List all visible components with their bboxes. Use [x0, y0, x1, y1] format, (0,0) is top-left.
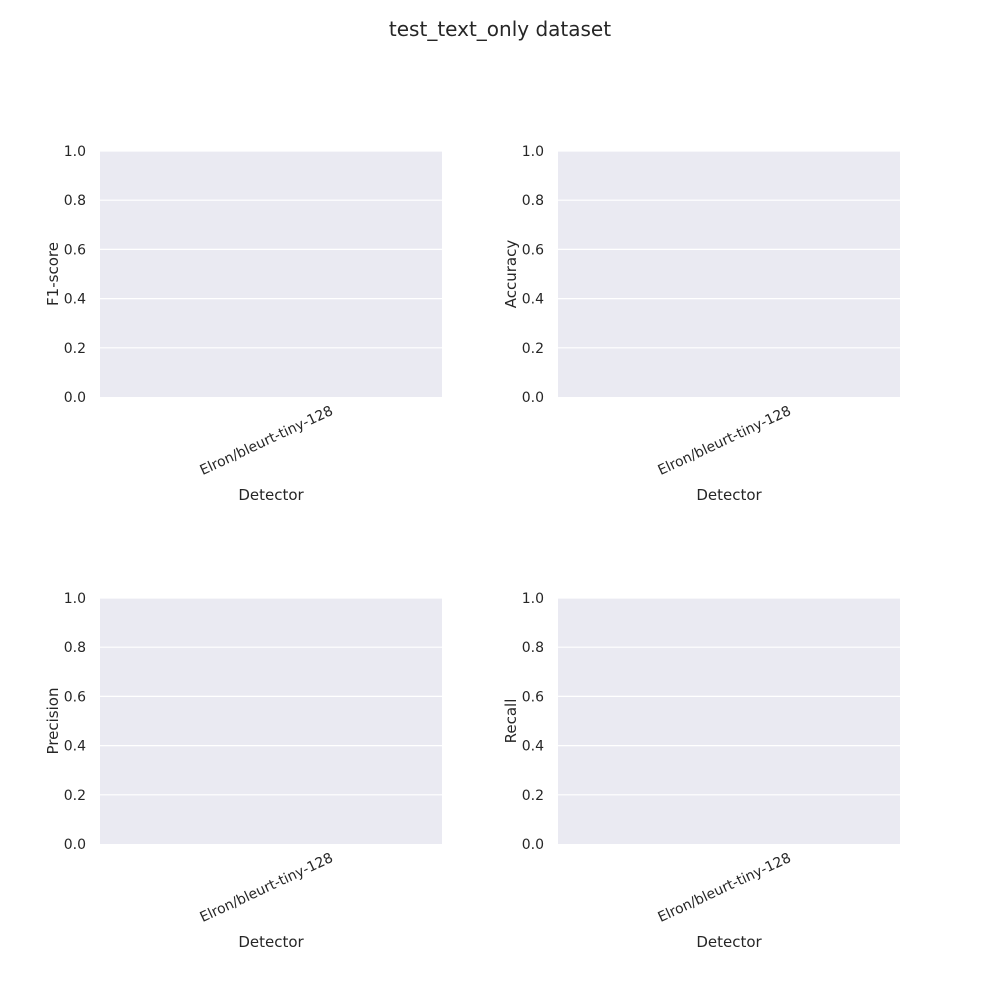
y-tick-label: 0.8	[64, 640, 86, 656]
y-tick-label: 0.2	[64, 341, 86, 357]
y-tick-label: 0.6	[522, 689, 544, 705]
y-tick-label: 0.2	[522, 788, 544, 804]
plot-area	[100, 598, 442, 844]
y-tick-label: 0.2	[522, 341, 544, 357]
y-tick-label: 0.4	[64, 292, 86, 308]
y-tick-label: 0.6	[64, 689, 86, 705]
y-tick-label: 0.0	[64, 837, 86, 853]
y-tick-label: 1.0	[64, 591, 86, 607]
x-axis-label: Detector	[238, 486, 304, 504]
y-tick-label: 1.0	[522, 144, 544, 160]
y-tick-label: 0.4	[64, 739, 86, 755]
x-tick-label: Elron/bleurt-tiny-128	[656, 850, 794, 926]
y-tick-label: 0.2	[64, 788, 86, 804]
y-tick-label: 1.0	[522, 591, 544, 607]
x-tick-label: Elron/bleurt-tiny-128	[198, 403, 336, 479]
y-tick-label: 0.6	[64, 242, 86, 258]
x-tick-label: Elron/bleurt-tiny-128	[656, 403, 794, 479]
plot-area	[558, 151, 900, 397]
y-axis-label: Recall	[502, 699, 520, 744]
y-tick-label: 0.0	[522, 837, 544, 853]
x-axis-label: Detector	[696, 486, 762, 504]
y-tick-label: 0.0	[64, 390, 86, 406]
y-axis-label: F1-score	[44, 242, 62, 306]
subplot-2: 0.0 0.2 0.4 0.6 0.8 1.0 Elron/bleurt-tiny-128 D…	[502, 144, 900, 504]
figure-title: test_text_only dataset	[389, 17, 611, 41]
subplot-1: 0.0 0.2 0.4 0.6 0.8 1.0 Elron/bleurt-tiny-128 D…	[44, 144, 442, 504]
plot-area	[558, 598, 900, 844]
x-axis-label: Detector	[238, 933, 304, 951]
y-tick-label: 0.8	[64, 193, 86, 209]
y-tick-label: 0.4	[522, 739, 544, 755]
plot-area	[100, 151, 442, 397]
y-tick-label: 0.8	[522, 193, 544, 209]
subplot-4: 0.0 0.2 0.4 0.6 0.8 1.0 Elron/bleurt-tiny-128 D…	[502, 591, 900, 951]
y-axis-label: Accuracy	[502, 240, 520, 309]
y-tick-label: 0.4	[522, 292, 544, 308]
y-tick-label: 1.0	[64, 144, 86, 160]
y-tick-label: 0.6	[522, 242, 544, 258]
x-tick-label: Elron/bleurt-tiny-128	[198, 850, 336, 926]
subplot-3: 0.0 0.2 0.4 0.6 0.8 1.0 Elron/bleurt-tiny-128 D…	[44, 591, 442, 951]
y-tick-label: 0.8	[522, 640, 544, 656]
y-axis-label: Precision	[44, 688, 62, 755]
y-tick-label: 0.0	[522, 390, 544, 406]
x-axis-label: Detector	[696, 933, 762, 951]
